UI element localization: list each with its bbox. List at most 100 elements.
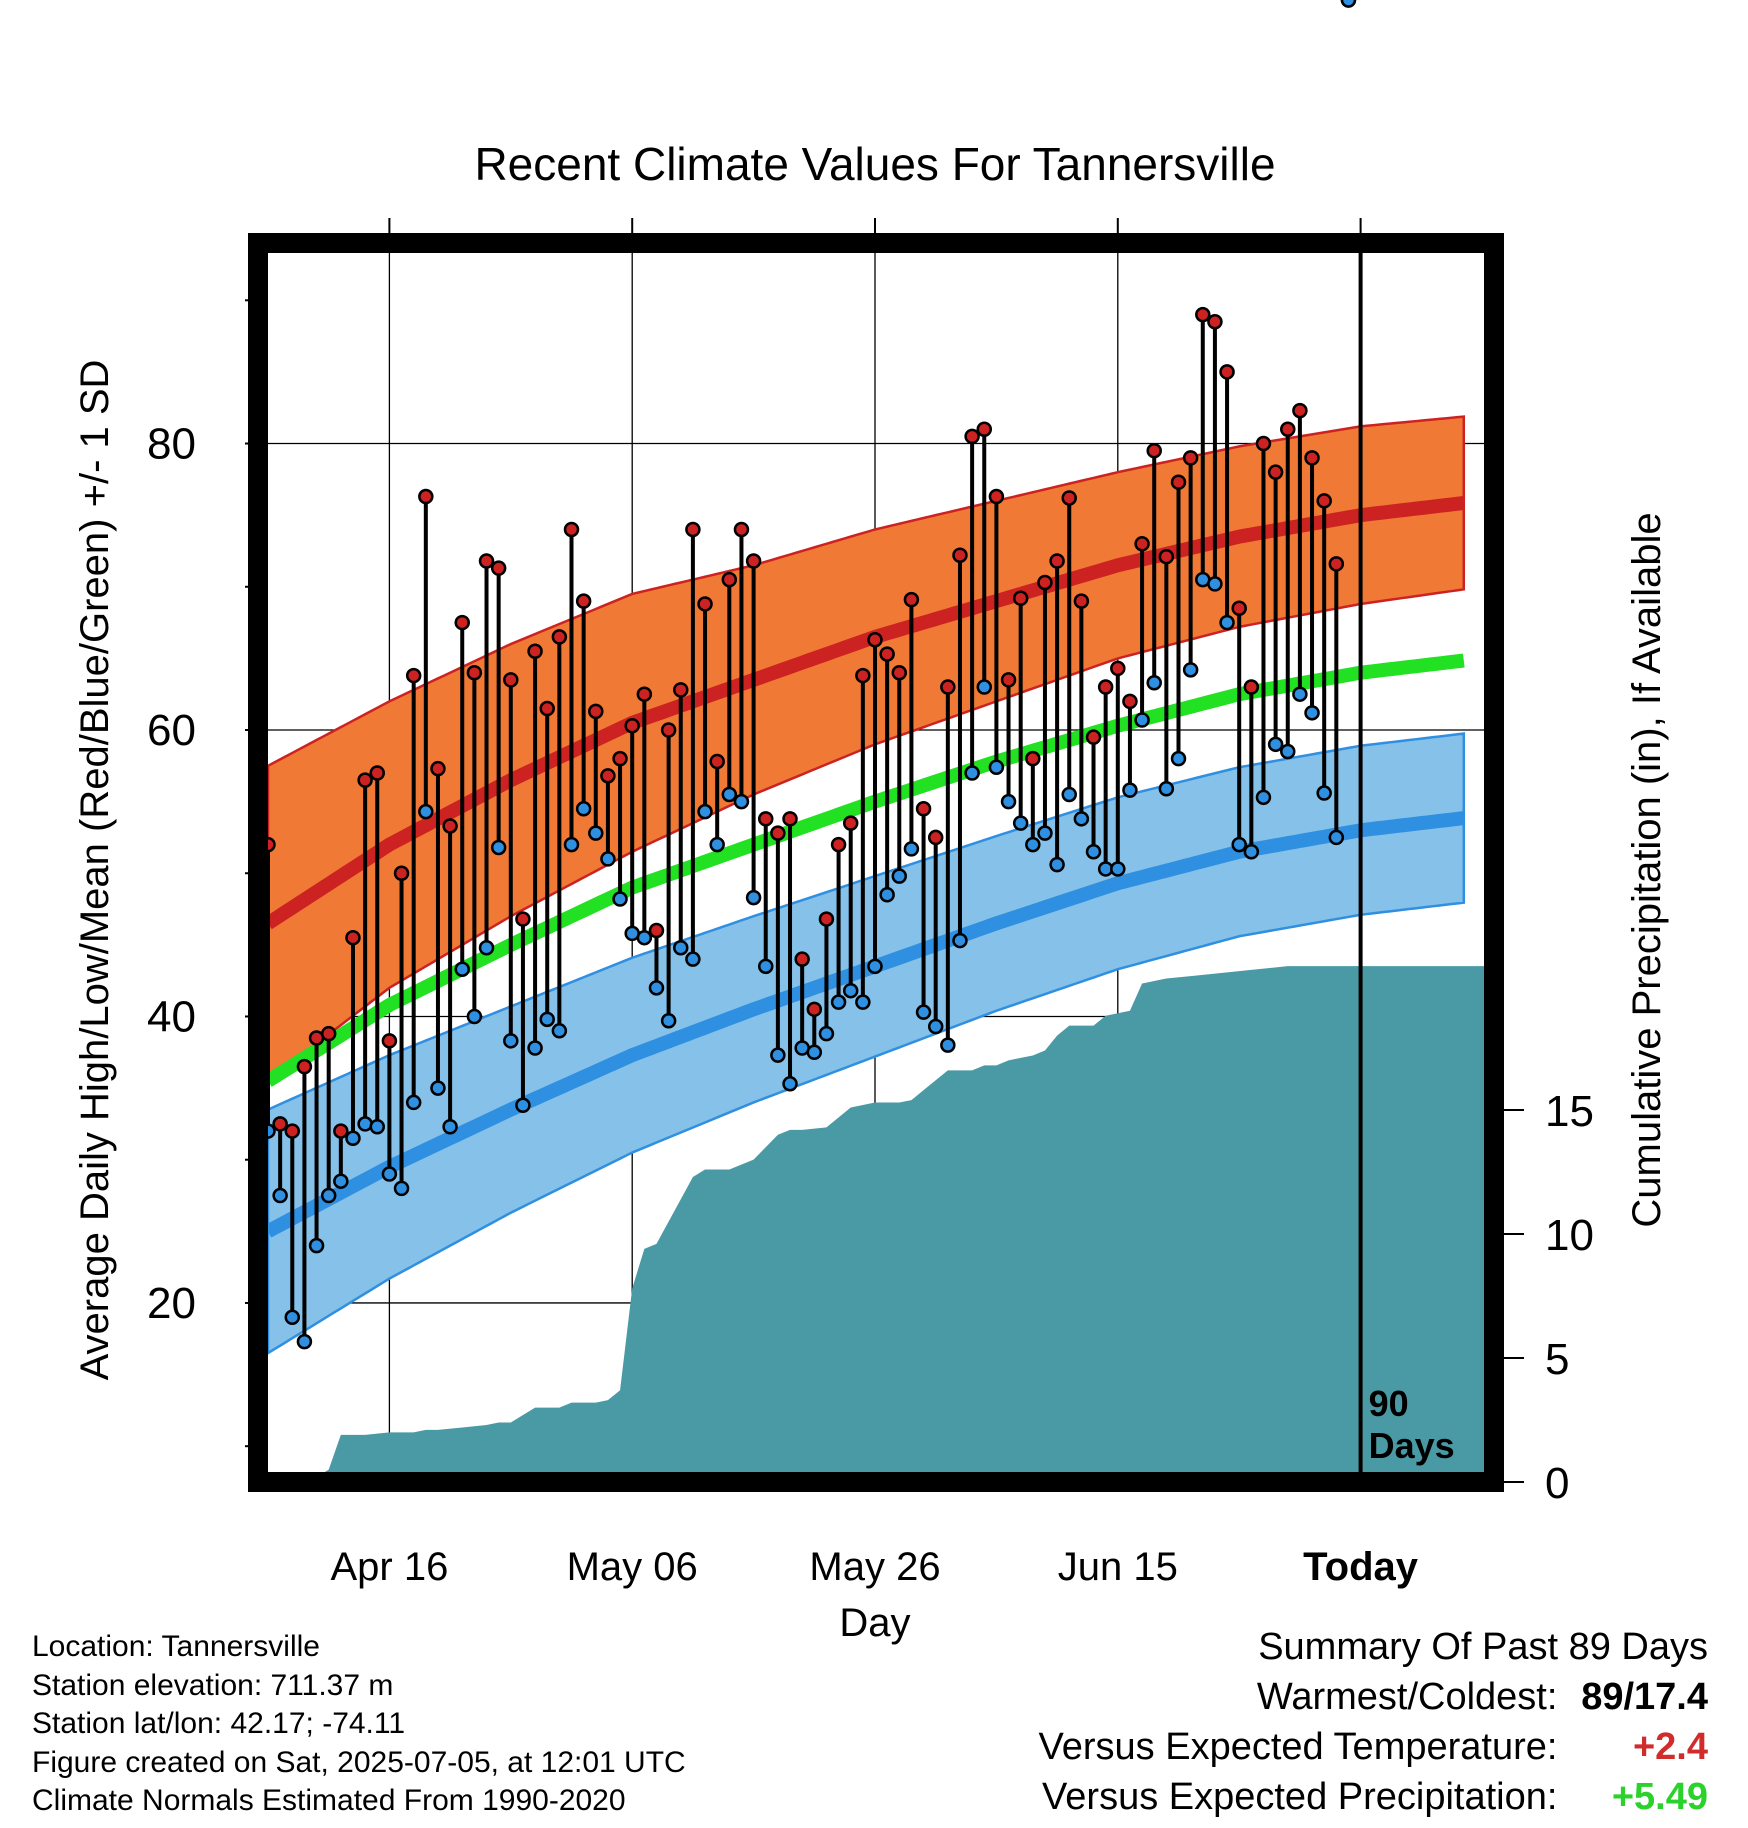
high-point	[357, 772, 373, 788]
high-point	[636, 686, 653, 702]
high-point	[1219, 364, 1235, 380]
high-point	[648, 922, 665, 939]
high-point	[867, 632, 883, 648]
high-point	[490, 560, 507, 576]
low-point	[660, 1013, 677, 1029]
high-point	[794, 951, 810, 967]
high-point	[1328, 556, 1345, 572]
low-point	[721, 786, 738, 803]
low-normal-line	[264, 811, 1465, 1238]
low-point	[308, 1237, 325, 1254]
high-point	[685, 521, 701, 538]
location-text: Location: Tannersville	[32, 1630, 320, 1663]
high-point	[1025, 750, 1041, 767]
high-point	[770, 825, 786, 841]
low-point	[1025, 836, 1041, 853]
high-point	[612, 750, 628, 767]
y2-tick-label: 5	[1545, 1335, 1569, 1384]
high-point	[745, 553, 762, 569]
low-point	[1085, 844, 1102, 860]
low-point	[1292, 686, 1308, 702]
high-point	[1012, 590, 1029, 606]
high-point	[624, 717, 640, 734]
station-info: Location: Tannersville Station elevation…	[32, 1628, 686, 1821]
low-point	[685, 951, 701, 967]
high-point	[964, 428, 980, 445]
high-point	[842, 815, 859, 831]
low-point	[842, 982, 859, 999]
high-point	[952, 547, 968, 564]
high-point	[1037, 574, 1053, 591]
low-point	[333, 1173, 349, 1189]
low-point	[539, 1011, 555, 1028]
warmest-coldest-label: Warmest/Coldest:	[1256, 1676, 1558, 1718]
precip-anomaly-value: +5.49	[1611, 1776, 1708, 1818]
low-point	[1267, 736, 1284, 753]
high-point	[1146, 442, 1162, 459]
y-tick-label: 20	[147, 1279, 196, 1328]
high-point	[709, 753, 725, 770]
warmest-coldest-value: 89/17.4	[1581, 1676, 1708, 1718]
today-days-label: 90	[1369, 1383, 1409, 1424]
y2-tick-label: 15	[1545, 1087, 1594, 1136]
high-point	[418, 488, 434, 505]
low-point	[1037, 825, 1053, 841]
high-point	[1231, 600, 1247, 617]
low-point	[369, 1119, 386, 1135]
high-point	[1134, 536, 1150, 552]
high-point	[503, 672, 519, 688]
created-text: Figure created on Sat, 2025-07-05, at 12…	[32, 1745, 686, 1779]
low-point	[1328, 829, 1345, 846]
low-point	[612, 891, 628, 907]
high-point	[563, 521, 580, 538]
low-point	[988, 759, 1005, 775]
low-point	[697, 803, 713, 820]
low-point	[393, 1180, 410, 1197]
high-point	[320, 1025, 337, 1042]
low-point	[345, 1130, 361, 1146]
high-point	[988, 488, 1005, 505]
high-point	[1243, 679, 1260, 695]
low-point	[1110, 861, 1126, 877]
warmest-coldest-row: Warmest/Coldest: 89/17.4	[1039, 1672, 1708, 1722]
x-axis-label: Day	[839, 1601, 910, 1645]
today-days-label: Days	[1369, 1425, 1455, 1466]
high-point	[539, 700, 555, 717]
low-point	[1207, 576, 1223, 592]
low-point	[1304, 705, 1320, 721]
low-point	[296, 1333, 313, 1350]
low-point	[1134, 712, 1150, 728]
low-point	[272, 1187, 288, 1204]
low-point	[430, 1080, 446, 1096]
low-point	[1280, 743, 1296, 760]
low-point	[551, 1023, 568, 1039]
low-point	[1146, 674, 1162, 691]
high-point	[927, 829, 944, 846]
y2-tick-label: 10	[1545, 1211, 1594, 1260]
high-point	[782, 811, 798, 827]
low-point	[478, 939, 495, 956]
chart-title: Recent Climate Values For Tannersville	[474, 138, 1275, 190]
precip-anomaly-row: Versus Expected Precipitation: +5.49	[1039, 1772, 1708, 1822]
low-point	[418, 803, 434, 820]
low-point	[903, 841, 920, 857]
high-point	[1316, 493, 1332, 509]
low-point	[636, 929, 653, 946]
high-point	[296, 1058, 313, 1075]
high-point	[855, 667, 871, 684]
low-point	[1158, 780, 1175, 797]
precip-area	[268, 966, 1484, 1482]
low-point	[575, 801, 592, 817]
x-tick-label: Jun 15	[1058, 1545, 1178, 1589]
high-point	[1000, 672, 1017, 688]
high-point	[1292, 402, 1308, 419]
low-point	[867, 958, 883, 975]
high-point	[697, 596, 713, 612]
high-point	[527, 643, 543, 659]
low-point	[915, 1004, 932, 1020]
low-point	[1255, 789, 1272, 806]
high-point	[903, 591, 920, 608]
low-point	[733, 793, 750, 810]
low-point	[952, 932, 968, 949]
